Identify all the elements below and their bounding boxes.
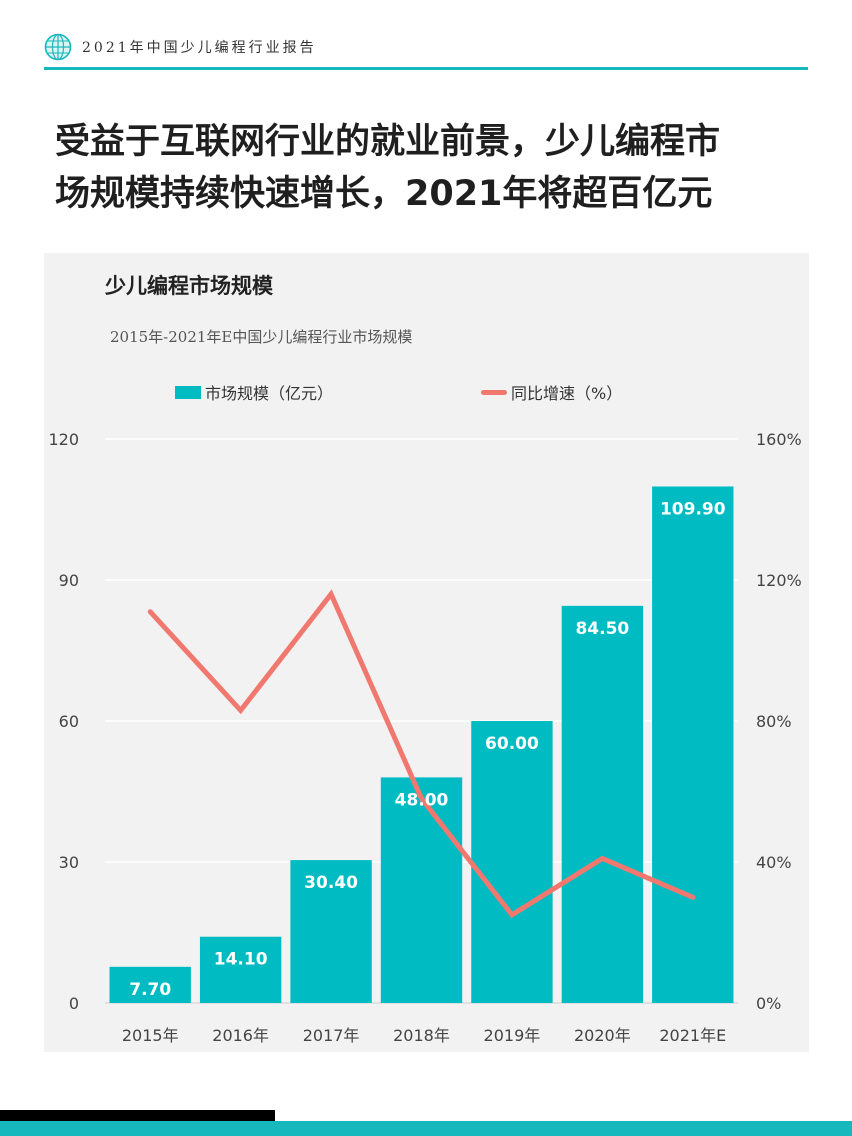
y-tick-left: 120 [48, 430, 79, 449]
bar-data-label: 30.40 [304, 873, 358, 893]
y-tick-right: 40% [756, 853, 792, 872]
x-tick-label: 2019年 [484, 1026, 541, 1045]
bar-data-label: 7.70 [129, 980, 171, 1000]
legend-label-market-size: 市场规模（亿元） [205, 384, 334, 403]
header-divider [44, 67, 808, 70]
x-tick-label: 2017年 [303, 1026, 360, 1045]
bar-data-label: 48.00 [395, 790, 449, 810]
globe-icon [44, 33, 72, 61]
bar-data-label: 84.50 [575, 619, 629, 639]
bar-data-label: 109.90 [660, 499, 726, 519]
page-headline: 受益于互联网行业的就业前景，少儿编程市 场规模持续快速增长，2021年将超百亿元 [55, 116, 815, 220]
bar [199, 936, 282, 1003]
bar-data-label: 14.10 [214, 950, 268, 970]
y-tick-left: 30 [59, 853, 79, 872]
headline-line-1: 受益于互联网行业的就业前景，少儿编程市 [55, 122, 721, 162]
legend-swatch-bar [175, 385, 201, 399]
report-title: 2021年中国少儿编程行业报告 [82, 40, 317, 56]
footer-bar-teal [0, 1121, 852, 1136]
y-tick-left: 90 [59, 571, 79, 590]
y-tick-left: 0 [69, 994, 79, 1013]
bar [471, 721, 553, 1003]
bar [561, 605, 644, 1003]
legend-label-growth: 同比增速（%） [511, 384, 623, 403]
y-tick-right: 160% [756, 430, 802, 449]
bar [652, 486, 734, 1004]
y-tick-left: 60 [59, 712, 79, 731]
bar [109, 966, 191, 1003]
bar-data-label: 60.00 [485, 734, 539, 754]
bar [290, 860, 372, 1003]
y-tick-right: 120% [756, 571, 802, 590]
bar [380, 777, 463, 1003]
chart-title: 2015年-2021年E中国少儿编程行业市场规模 [110, 328, 413, 346]
x-tick-label: 2018年 [393, 1026, 450, 1045]
footer-bar-black [0, 1110, 275, 1121]
x-tick-label: 2015年 [122, 1026, 179, 1045]
legend-item-growth: 同比增速（%） [481, 380, 622, 404]
y-tick-right: 0% [756, 994, 781, 1013]
headline-line-2: 场规模持续快速增长，2021年将超百亿元 [55, 174, 713, 214]
legend-item-market-size: 市场规模（亿元） [175, 380, 333, 404]
x-tick-label: 2021年E [659, 1026, 726, 1045]
x-tick-label: 2020年 [574, 1026, 631, 1045]
legend-swatch-line [481, 389, 507, 395]
chart-heading: 少儿编程市场规模 [105, 274, 273, 298]
y-tick-right: 80% [756, 712, 792, 731]
x-tick-label: 2016年 [212, 1026, 269, 1045]
